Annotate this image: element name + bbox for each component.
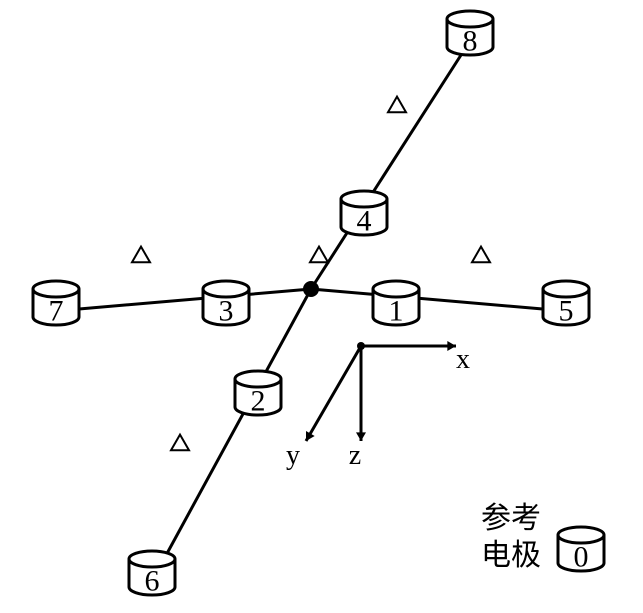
triangle-marker bbox=[388, 97, 406, 113]
axis-x bbox=[361, 341, 456, 351]
axis-y-label: y bbox=[286, 440, 300, 471]
electrode-8: 8 bbox=[447, 11, 493, 58]
electrode-6-label: 6 bbox=[145, 565, 160, 598]
triangle-marker bbox=[472, 247, 490, 263]
triangle-marker bbox=[132, 247, 150, 263]
triangle-marker bbox=[310, 247, 328, 263]
electrode-3: 3 bbox=[203, 281, 249, 328]
electrode-5-label: 5 bbox=[559, 295, 574, 328]
electrode-7-label: 7 bbox=[49, 295, 64, 328]
legend-line2: 电极 bbox=[481, 539, 541, 572]
legend-line1: 参考 bbox=[481, 502, 541, 535]
electrode-2: 2 bbox=[235, 371, 281, 418]
axis-x-label: x bbox=[456, 344, 470, 375]
electrode-0-label: 0 bbox=[574, 541, 589, 574]
electrode-2-label: 2 bbox=[251, 385, 266, 418]
axis-origin-dot bbox=[357, 342, 365, 350]
electrode-1-label: 1 bbox=[389, 295, 404, 328]
electrode-4-label: 4 bbox=[357, 205, 372, 238]
line-center-to-5 bbox=[311, 289, 566, 311]
center-dot bbox=[303, 281, 319, 297]
electrode-5: 5 bbox=[543, 281, 589, 328]
line-center-to-8 bbox=[311, 41, 470, 289]
electrode-6: 6 bbox=[129, 551, 175, 598]
line-center-to-7 bbox=[56, 289, 311, 311]
electrode-8-label: 8 bbox=[463, 25, 478, 58]
axis-z-label: z bbox=[349, 440, 361, 471]
electrode-3-label: 3 bbox=[219, 295, 234, 328]
electrode-0: 0 bbox=[558, 527, 604, 574]
axis-z bbox=[356, 346, 366, 441]
electrode-4: 4 bbox=[341, 191, 387, 238]
electrode-1: 1 bbox=[373, 281, 419, 328]
line-center-to-6 bbox=[152, 289, 311, 581]
electrode-7: 7 bbox=[33, 281, 79, 328]
triangle-marker bbox=[171, 435, 189, 451]
axis-y bbox=[306, 346, 361, 441]
